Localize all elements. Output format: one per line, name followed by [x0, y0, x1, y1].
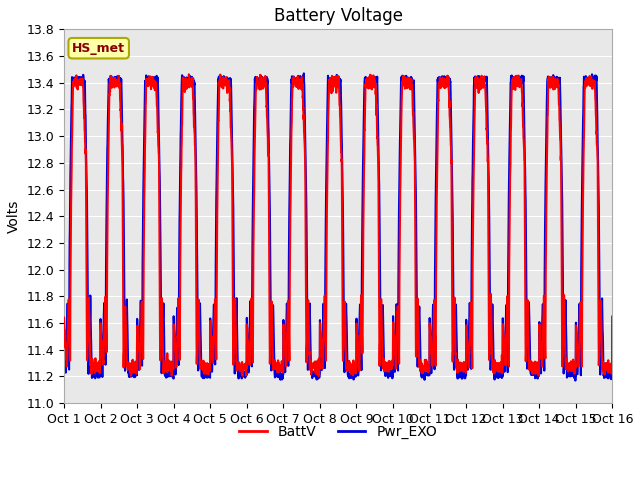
Legend: BattV, Pwr_EXO: BattV, Pwr_EXO [234, 420, 443, 445]
Text: HS_met: HS_met [72, 42, 125, 55]
Title: Battery Voltage: Battery Voltage [274, 7, 403, 25]
Y-axis label: Volts: Volts [7, 200, 21, 233]
